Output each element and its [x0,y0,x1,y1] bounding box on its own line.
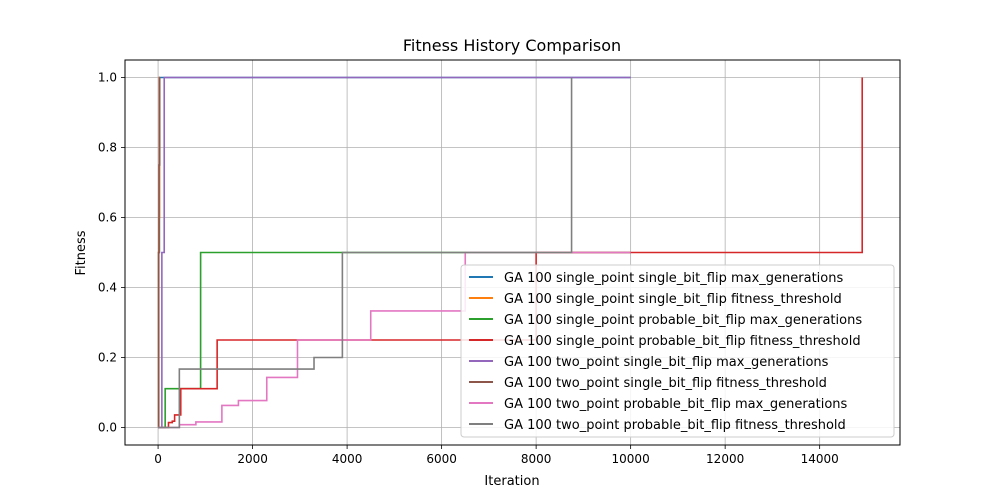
legend-box [460,264,895,438]
x-tick-label: 6000 [426,452,457,466]
x-tick-label: 4000 [332,452,363,466]
series-line-8 [158,77,573,429]
legend-label: GA 100 two_point single_bit_flip fitness… [504,376,827,391]
legend: GA 100 single_point single_bit_flip max_… [460,264,895,438]
series-line-6 [157,76,161,429]
y-axis-label: Fitness [74,230,89,275]
y-tick-label: 0.2 [98,351,117,365]
y-tick-label: 0.0 [98,421,117,435]
x-tick-label: 8000 [521,452,552,466]
y-tick-label: 0.8 [98,141,117,155]
legend-label: GA 100 single_point single_bit_flip max_… [504,271,843,286]
x-tick-label: 10000 [612,452,650,466]
y-axis-ticks: 0.0 0.2 0.4 0.6 0.8 1.0 [98,71,125,435]
x-tick-label: 0 [154,452,162,466]
series-lines [157,76,864,429]
x-axis-ticks: 0 2000 4000 6000 8000 10000 12000 14000 [154,445,839,466]
x-axis-label: Iteration [484,474,539,489]
legend-label: GA 100 single_point probable_bit_flip fi… [504,334,861,349]
y-tick-label: 0.4 [98,281,117,295]
legend-label: GA 100 two_point single_bit_flip max_gen… [504,355,829,370]
legend-label: GA 100 two_point probable_bit_flip max_g… [504,397,848,412]
plot-frame [124,59,901,446]
x-tick-label: 2000 [237,452,268,466]
x-tick-label: 14000 [801,452,839,466]
legend-label: GA 100 single_point single_bit_flip fitn… [504,292,842,307]
series-line-7 [158,251,631,429]
x-tick-label: 12000 [706,452,744,466]
chart-title: Fitness History Comparison [403,36,621,55]
y-tick-label: 1.0 [98,71,117,85]
legend-label: GA 100 single_point probable_bit_flip ma… [504,313,862,328]
y-tick-label: 0.6 [98,211,117,225]
legend-label: GA 100 two_point probable_bit_flip fitne… [504,418,846,433]
